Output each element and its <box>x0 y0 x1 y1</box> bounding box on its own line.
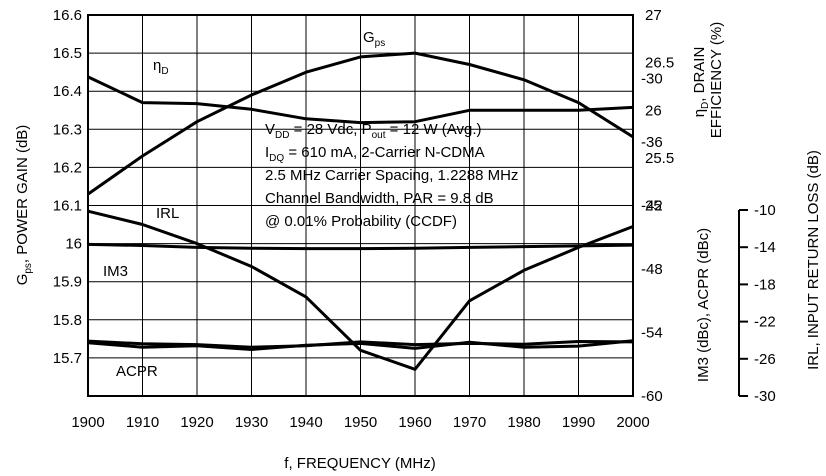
eff-series-label: ηD <box>153 57 169 77</box>
tick-labels: 1900 1910 1920 1930 1940 1950 1960 1970 1980 1990… <box>53 7 674 431</box>
x-tick-label: 1930 <box>235 414 268 431</box>
eff-tick-label: 26 <box>645 102 662 119</box>
imd-tick-label: -48 <box>641 261 663 278</box>
irl-tick-label: -30 <box>754 388 776 405</box>
irl-series-label: IRL <box>156 205 179 222</box>
imd-tick-label: -60 <box>641 388 663 405</box>
annotation-line-2: IDQ = 610 mA, 2-Carrier N-CDMA <box>265 144 485 164</box>
x-tick-label: 1970 <box>453 414 486 431</box>
eff-tick-label: 26.5 <box>645 55 674 72</box>
im3-series-label: IM3 <box>103 263 128 280</box>
eff-tick-label: 25.5 <box>645 150 674 167</box>
series-line-gps <box>87 51 634 196</box>
x-tick-label: 1900 <box>71 414 104 431</box>
plot-frame <box>87 14 634 397</box>
series-line-eff <box>87 75 634 125</box>
series-lines <box>87 51 634 371</box>
imd-tick-label: -30 <box>641 71 663 88</box>
eff-tick-label: 27 <box>645 7 662 24</box>
gps-tick-label: 16 <box>65 236 82 253</box>
annotation-line-5: @ 0.01% Probability (CCDF) <box>265 213 457 230</box>
annotation-line-1: VDD = 28 Vdc, Pout = 12 W (Avg.) <box>265 121 482 141</box>
imd-tick-label: -54 <box>641 325 663 342</box>
conditions-annotation: VDD = 28 Vdc, Pout = 12 W (Avg.) IDQ = 6… <box>265 121 518 230</box>
gps-tick-label: 15.9 <box>53 274 82 291</box>
series-line-irl <box>87 209 634 371</box>
gps-series-label: Gps <box>363 29 385 49</box>
gps-tick-label: 16.1 <box>53 198 82 215</box>
grid <box>88 15 633 396</box>
series-line-im3 <box>87 242 634 251</box>
gps-tick-label: 16.2 <box>53 159 82 176</box>
annotation-line-3: 2.5 MHz Carrier Spacing, 1.2288 MHz <box>265 167 518 184</box>
series-line-acpr_b <box>87 339 634 351</box>
x-tick-label: 1910 <box>126 414 159 431</box>
irl-tick-label: -14 <box>754 239 776 256</box>
gps-tick-label: 16.6 <box>53 7 82 24</box>
annotation-line-4: Channel Bandwidth, PAR = 9.8 dB <box>265 190 494 207</box>
x-tick-label: 1940 <box>289 414 322 431</box>
imd-axis-label: IM3 (dBc), ACPR (dBc) <box>695 228 712 382</box>
irl-tick-label: -22 <box>754 314 776 331</box>
x-tick-label: 1980 <box>507 414 540 431</box>
gps-tick-label: 16.4 <box>53 83 82 100</box>
series-line-acpr_a <box>87 339 634 349</box>
x-tick-label: 1960 <box>398 414 431 431</box>
gps-tick-label: 15.8 <box>53 312 82 329</box>
gps-tick-label: 15.7 <box>53 350 82 367</box>
acpr-series-label: ACPR <box>116 363 158 380</box>
x-tick-label: 1990 <box>562 414 595 431</box>
eff-axis-label-line2: EFFICIENCY (%) <box>708 22 725 138</box>
imd-tick-label: -42 <box>641 198 663 215</box>
imd-tick-label: -36 <box>641 134 663 151</box>
x-tick-label: 1920 <box>180 414 213 431</box>
gps-tick-label: 16.3 <box>53 121 82 138</box>
x-axis-label: f, FREQUENCY (MHz) <box>284 455 435 472</box>
eff-axis-label-line1: ηD, DRAIN <box>691 47 711 118</box>
irl-tick-label: -18 <box>754 276 776 293</box>
eff-tick-label: 25 <box>645 198 662 215</box>
irl-tick-label: -26 <box>754 351 776 368</box>
irl-axis-ticks: -10 -14 -18 -22 -26 -30 <box>739 202 776 405</box>
gps-axis-label: Gps, POWER GAIN (dB) <box>14 125 34 286</box>
irl-axis-label: IRL, INPUT RETURN LOSS (dB) <box>805 150 822 370</box>
irl-tick-label: -10 <box>754 202 776 219</box>
x-tick-label: 2000 <box>616 414 649 431</box>
x-tick-label: 1950 <box>344 414 377 431</box>
gps-tick-label: 16.5 <box>53 45 82 62</box>
